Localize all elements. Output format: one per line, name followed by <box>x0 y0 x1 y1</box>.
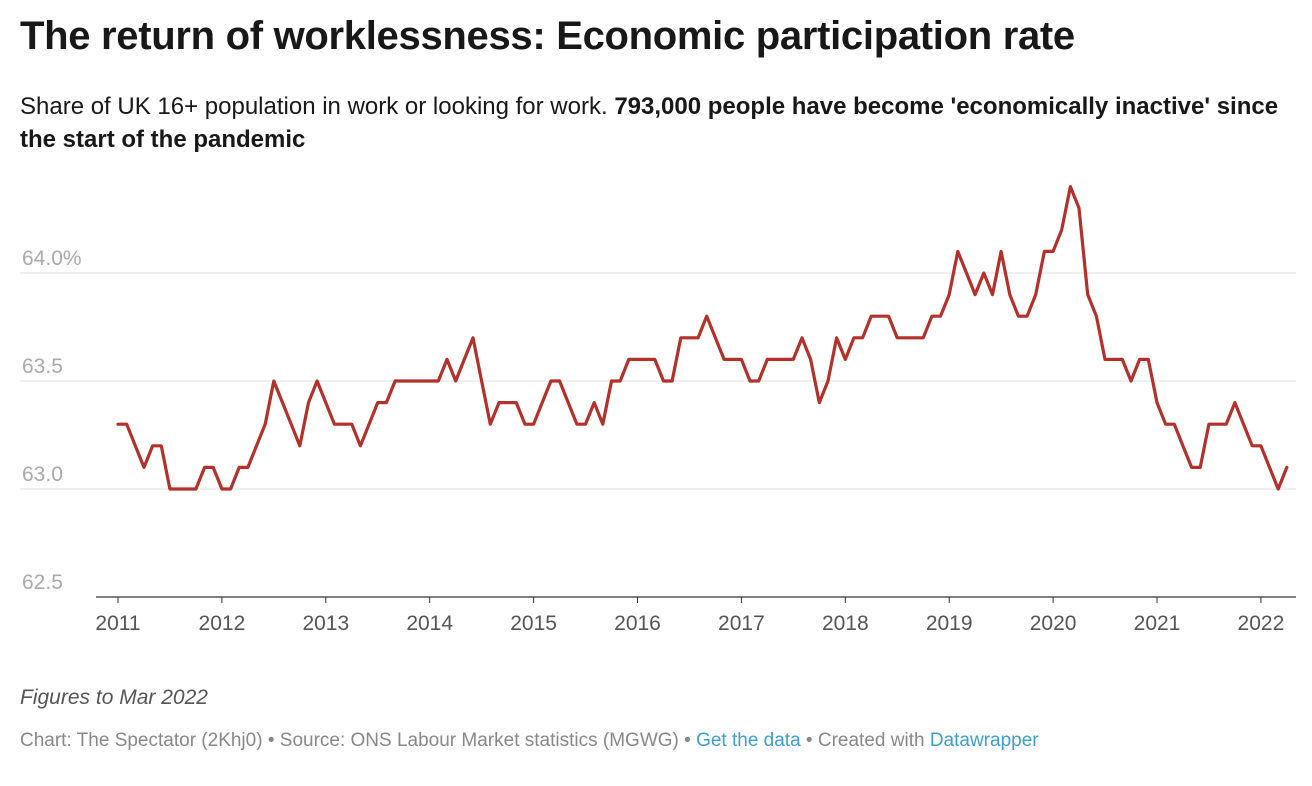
x-tick-label: 2021 <box>1134 612 1181 635</box>
footer-chart-by: Chart: The Spectator (2Khj0) <box>20 730 263 751</box>
footer-separator: • <box>800 730 818 751</box>
x-tick-label: 2012 <box>199 612 246 635</box>
x-tick-label: 2019 <box>926 612 973 635</box>
x-tick-label: 2017 <box>718 612 765 635</box>
footer-created-with: Created with <box>817 730 930 751</box>
footer-separator: • <box>678 730 697 751</box>
x-tick-label: 2011 <box>95 612 140 635</box>
series-group <box>116 185 1289 491</box>
y-tick-label: 63.0 <box>22 463 63 486</box>
chart-notes: Figures to Mar 2022 <box>20 686 208 709</box>
x-tick-label: 2015 <box>510 612 557 635</box>
footer-source: Source: ONS Labour Market statistics (MG… <box>279 730 679 751</box>
x-tick-label: 2022 <box>1238 612 1285 635</box>
y-tick-label: 64.0% <box>22 247 82 270</box>
gridlines <box>20 272 1296 598</box>
x-tick-label: 2014 <box>406 612 453 635</box>
get-the-data-link[interactable]: Get the data <box>696 730 801 751</box>
x-tick-label: 2013 <box>302 612 349 635</box>
subtitle-bold: 793,000 people have become 'economically… <box>20 93 1279 153</box>
y-tick-label: 63.5 <box>22 355 63 378</box>
y-tick-label: 62.5 <box>22 571 63 594</box>
x-tick-label: 2016 <box>614 612 661 635</box>
subtitle-plain: Share of UK 16+ population in work or lo… <box>20 93 615 120</box>
x-tick-label: 2020 <box>1030 612 1077 635</box>
x-axis-ticks: 2011 2012 2013 2014 2015 2016 2017 2018 2019 2020… <box>95 597 1284 635</box>
chart-title: The return of worklessness: Economic par… <box>20 14 1075 58</box>
chart-subtitle: Share of UK 16+ population in work or lo… <box>20 90 1290 156</box>
series-line <box>116 185 1289 491</box>
y-axis-ticks: 62.5 63.0 63.5 64.0% <box>22 247 82 594</box>
x-tick-label: 2018 <box>822 612 869 635</box>
footer-separator: • <box>262 730 280 751</box>
datawrapper-link[interactable]: Datawrapper <box>929 730 1039 751</box>
chart-footer: Chart: The Spectator (2Khj0) • Source: O… <box>20 730 1039 752</box>
